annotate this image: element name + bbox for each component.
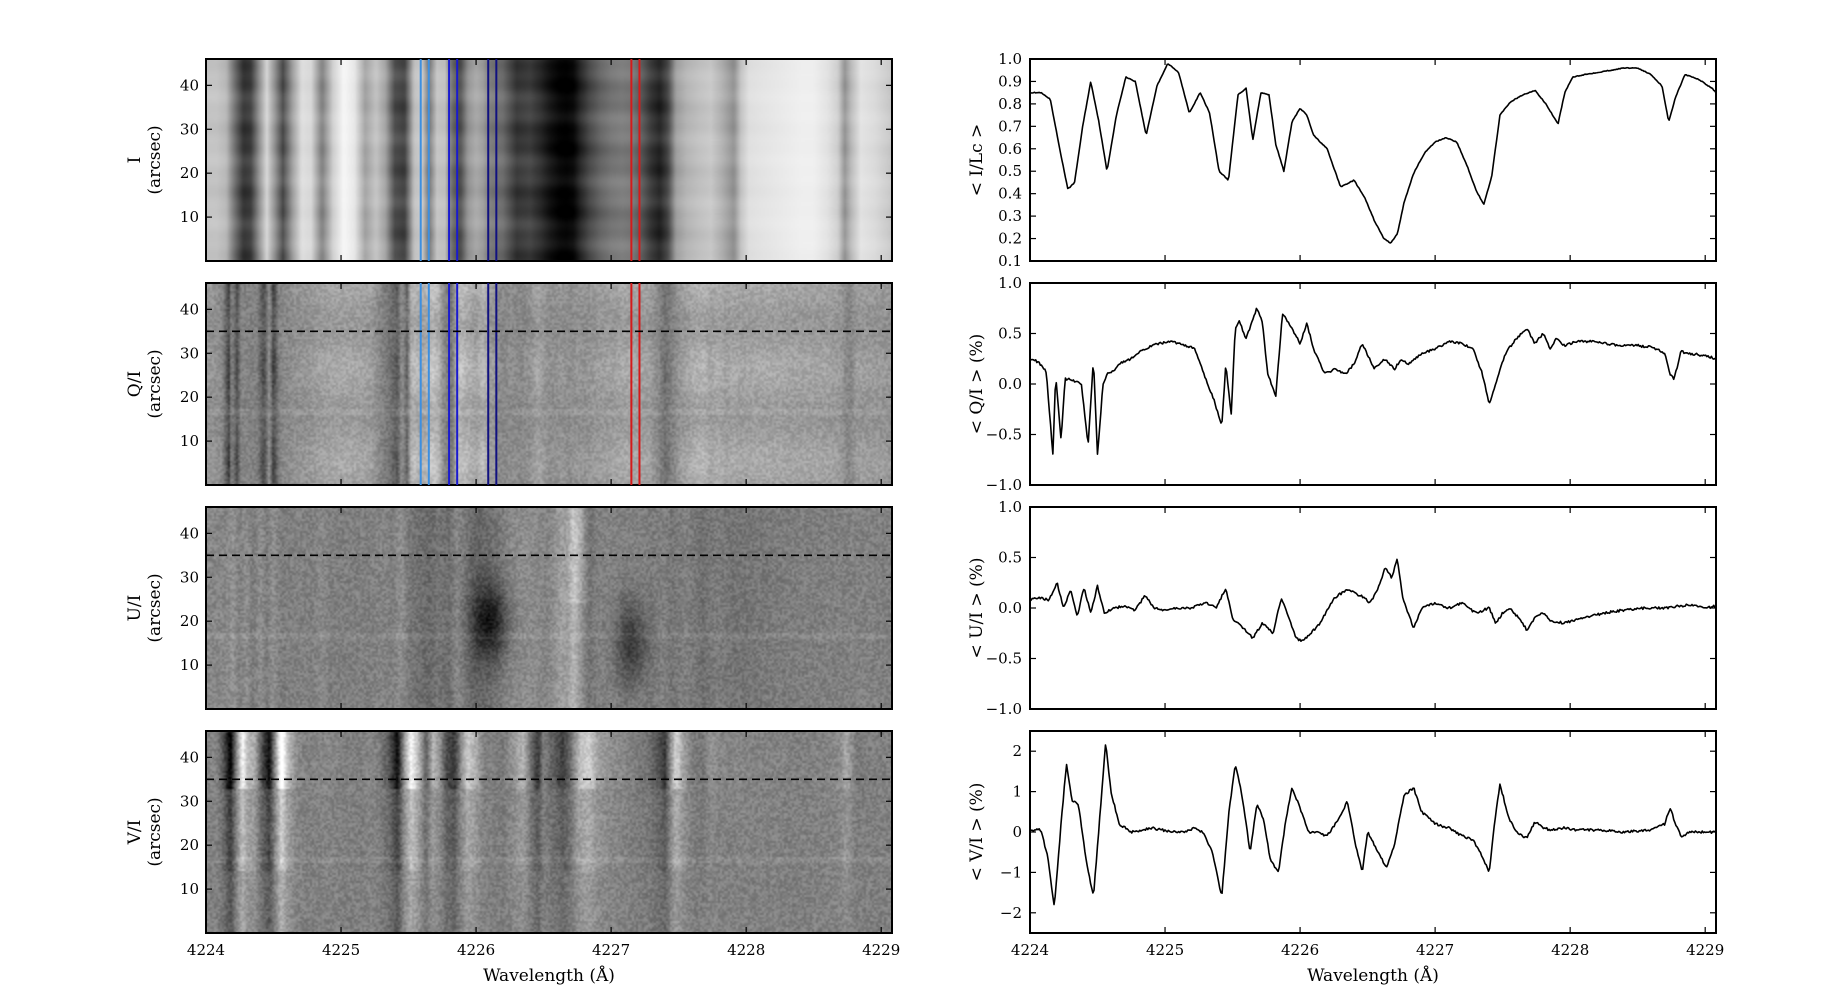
profile-V-ytick-label-2: 0 [1012,823,1022,841]
profile-curve-V [1029,744,1717,906]
image-x-tick-label-0: 4224 [187,941,225,959]
image-x-tick-label-5: 4229 [862,941,900,959]
profile-curve-I [1029,63,1717,244]
image-Q-ytick-label-0: 10 [180,432,199,450]
image-x-axis-label: Wavelength (Å) [483,965,615,986]
profile-panels: 0.10.20.30.40.50.60.70.80.91.0 < I/Lc > … [967,50,1724,986]
image-panel-U-raster [206,507,892,709]
profile-I-ytick-label-9: 1.0 [998,50,1022,68]
profile-panel-Q-frame [1029,282,1717,486]
image-panel-U-yunit: (arcsec) [145,573,165,642]
profile-panel-I: 0.1 0.2 0.3 0.4 0.5 0.6 0.7 0.8 0.9 1.0 < I/Lc > [967,50,1717,270]
profile-x-tick-label-4: 4228 [1551,941,1589,959]
image-panel-Q-border [205,282,893,486]
profile-x-tick-label-0: 4224 [1011,941,1049,959]
image-panel-I-ticks: 10 20 30 40 [180,59,892,261]
image-U-ytick-label-3: 40 [180,524,199,542]
image-V-ytick-label-2: 30 [180,792,199,810]
profile-V-ytick-label-1: −1 [1000,863,1022,881]
profile-panel-Q-ylabel: < Q/I > (%) [967,334,987,435]
image-panel-Q-ylabel: Q/I [125,371,145,397]
image-panel-U-border [205,506,893,710]
profile-I-ytick-label-8: 0.9 [998,72,1022,90]
image-panel-Q-ticks: 10 20 30 40 [180,283,892,485]
profile-U-ytick-label-4: 1.0 [998,498,1022,516]
profile-x-tick-label-1: 4225 [1146,941,1184,959]
image-panel-I-ylabel: I [125,157,145,164]
profile-I-ytick-label-7: 0.8 [998,95,1022,113]
image-panel-U-ticks: 10 20 30 40 [180,507,892,709]
image-panel-V-ticks: 10 20 30 40 [180,731,892,933]
image-panel-I-border [205,58,893,262]
profile-Q-ytick-label-0: −1.0 [986,476,1022,494]
profile-I-ytick-label-2: 0.3 [998,207,1022,225]
image-panel-V-ylabel: V/I [125,820,145,846]
image-I-ytick-label-0: 10 [180,208,199,226]
image-x-tick-label-1: 4225 [322,941,360,959]
profile-x-tick-label-3: 4227 [1416,941,1454,959]
image-panel-V-yunit: (arcsec) [145,797,165,866]
profile-curve-U [1029,558,1717,643]
image-U-ytick-label-1: 20 [180,612,199,630]
profile-I-ytick-label-0: 0.1 [998,252,1022,270]
profile-Q-ytick-label-3: 0.5 [998,325,1022,343]
image-V-ytick-label-1: 20 [180,836,199,854]
profile-Q-ytick-label-4: 1.0 [998,274,1022,292]
image-I-ytick-label-2: 30 [180,120,199,138]
profile-U-ytick-label-0: −1.0 [986,700,1022,718]
image-V-ytick-label-0: 10 [180,880,199,898]
profile-U-ytick-label-3: 0.5 [998,549,1022,567]
image-Q-ytick-label-3: 40 [180,300,199,318]
profile-panel-V-ticks: −2 −1 0 1 2 [1000,731,1716,933]
profile-panel-U: −1.0 −0.5 0.0 0.5 1.0 < U/I > (%) [967,498,1717,718]
profile-panel-V: −2 −1 0 1 2 < V/I > (%) [967,730,1717,934]
image-panel-V-raster [206,731,892,933]
image-panel-Q-raster [206,283,892,485]
image-Q-ytick-label-1: 20 [180,388,199,406]
profile-I-ytick-label-3: 0.4 [998,185,1022,203]
image-V-ytick-label-3: 40 [180,748,199,766]
profile-panel-V-ylabel: < V/I > (%) [967,783,987,882]
image-I-ytick-label-3: 40 [180,76,199,94]
profile-U-ytick-label-2: 0.0 [998,599,1022,617]
profile-panel-I-ticks: 0.1 0.2 0.3 0.4 0.5 0.6 0.7 0.8 0.9 1.0 [998,50,1716,270]
profile-Q-ytick-label-2: 0.0 [998,375,1022,393]
profile-panel-U-ylabel: < U/I > (%) [967,558,987,659]
profile-x-tick-labels: 4224 4225 4226 4227 4228 4229 [1011,941,1724,959]
image-panel-I-raster [206,59,892,261]
profile-V-ytick-label-4: 2 [1012,742,1022,760]
profile-U-ytick-label-1: −0.5 [986,650,1022,668]
profile-panel-I-ylabel: < I/Lc > [967,124,987,197]
image-x-tick-label-3: 4227 [592,941,630,959]
image-panel-U-ylabel: U/I [125,595,145,622]
profile-curve-Q [1029,307,1717,455]
profile-I-ytick-label-6: 0.7 [998,117,1022,135]
image-panel-I-yunit: (arcsec) [145,125,165,194]
profile-panel-Q-ticks: −1.0 −0.5 0.0 0.5 1.0 [986,274,1716,494]
profile-panel-Q: −1.0 −0.5 0.0 0.5 1.0 < Q/I > (%) [967,274,1717,494]
profile-x-tick-label-5: 4229 [1686,941,1724,959]
image-I-ytick-label-1: 20 [180,164,199,182]
profile-I-ytick-label-1: 0.2 [998,230,1022,248]
image-x-tick-label-2: 4226 [457,941,495,959]
profile-x-axis-label: Wavelength (Å) [1307,965,1439,986]
image-x-tick-label-4: 4228 [727,941,765,959]
image-x-tick-labels: 4224 4225 4226 4227 4228 4229 [187,941,900,959]
profile-x-tick-label-2: 4226 [1281,941,1319,959]
image-U-ytick-label-0: 10 [180,656,199,674]
image-U-ytick-label-2: 30 [180,568,199,586]
image-panel-V-border [205,730,893,934]
profile-V-ytick-label-0: −2 [1000,904,1022,922]
image-panel-Q-yunit: (arcsec) [145,349,165,418]
profile-panel-U-ticks: −1.0 −0.5 0.0 0.5 1.0 [986,498,1716,718]
profile-Q-ytick-label-1: −0.5 [986,426,1022,444]
image-Q-ytick-label-2: 30 [180,344,199,362]
profile-I-ytick-label-5: 0.6 [998,140,1022,158]
profile-I-ytick-label-4: 0.5 [998,162,1022,180]
profile-panel-I-frame [1029,58,1717,262]
profile-V-ytick-label-3: 1 [1012,783,1022,801]
